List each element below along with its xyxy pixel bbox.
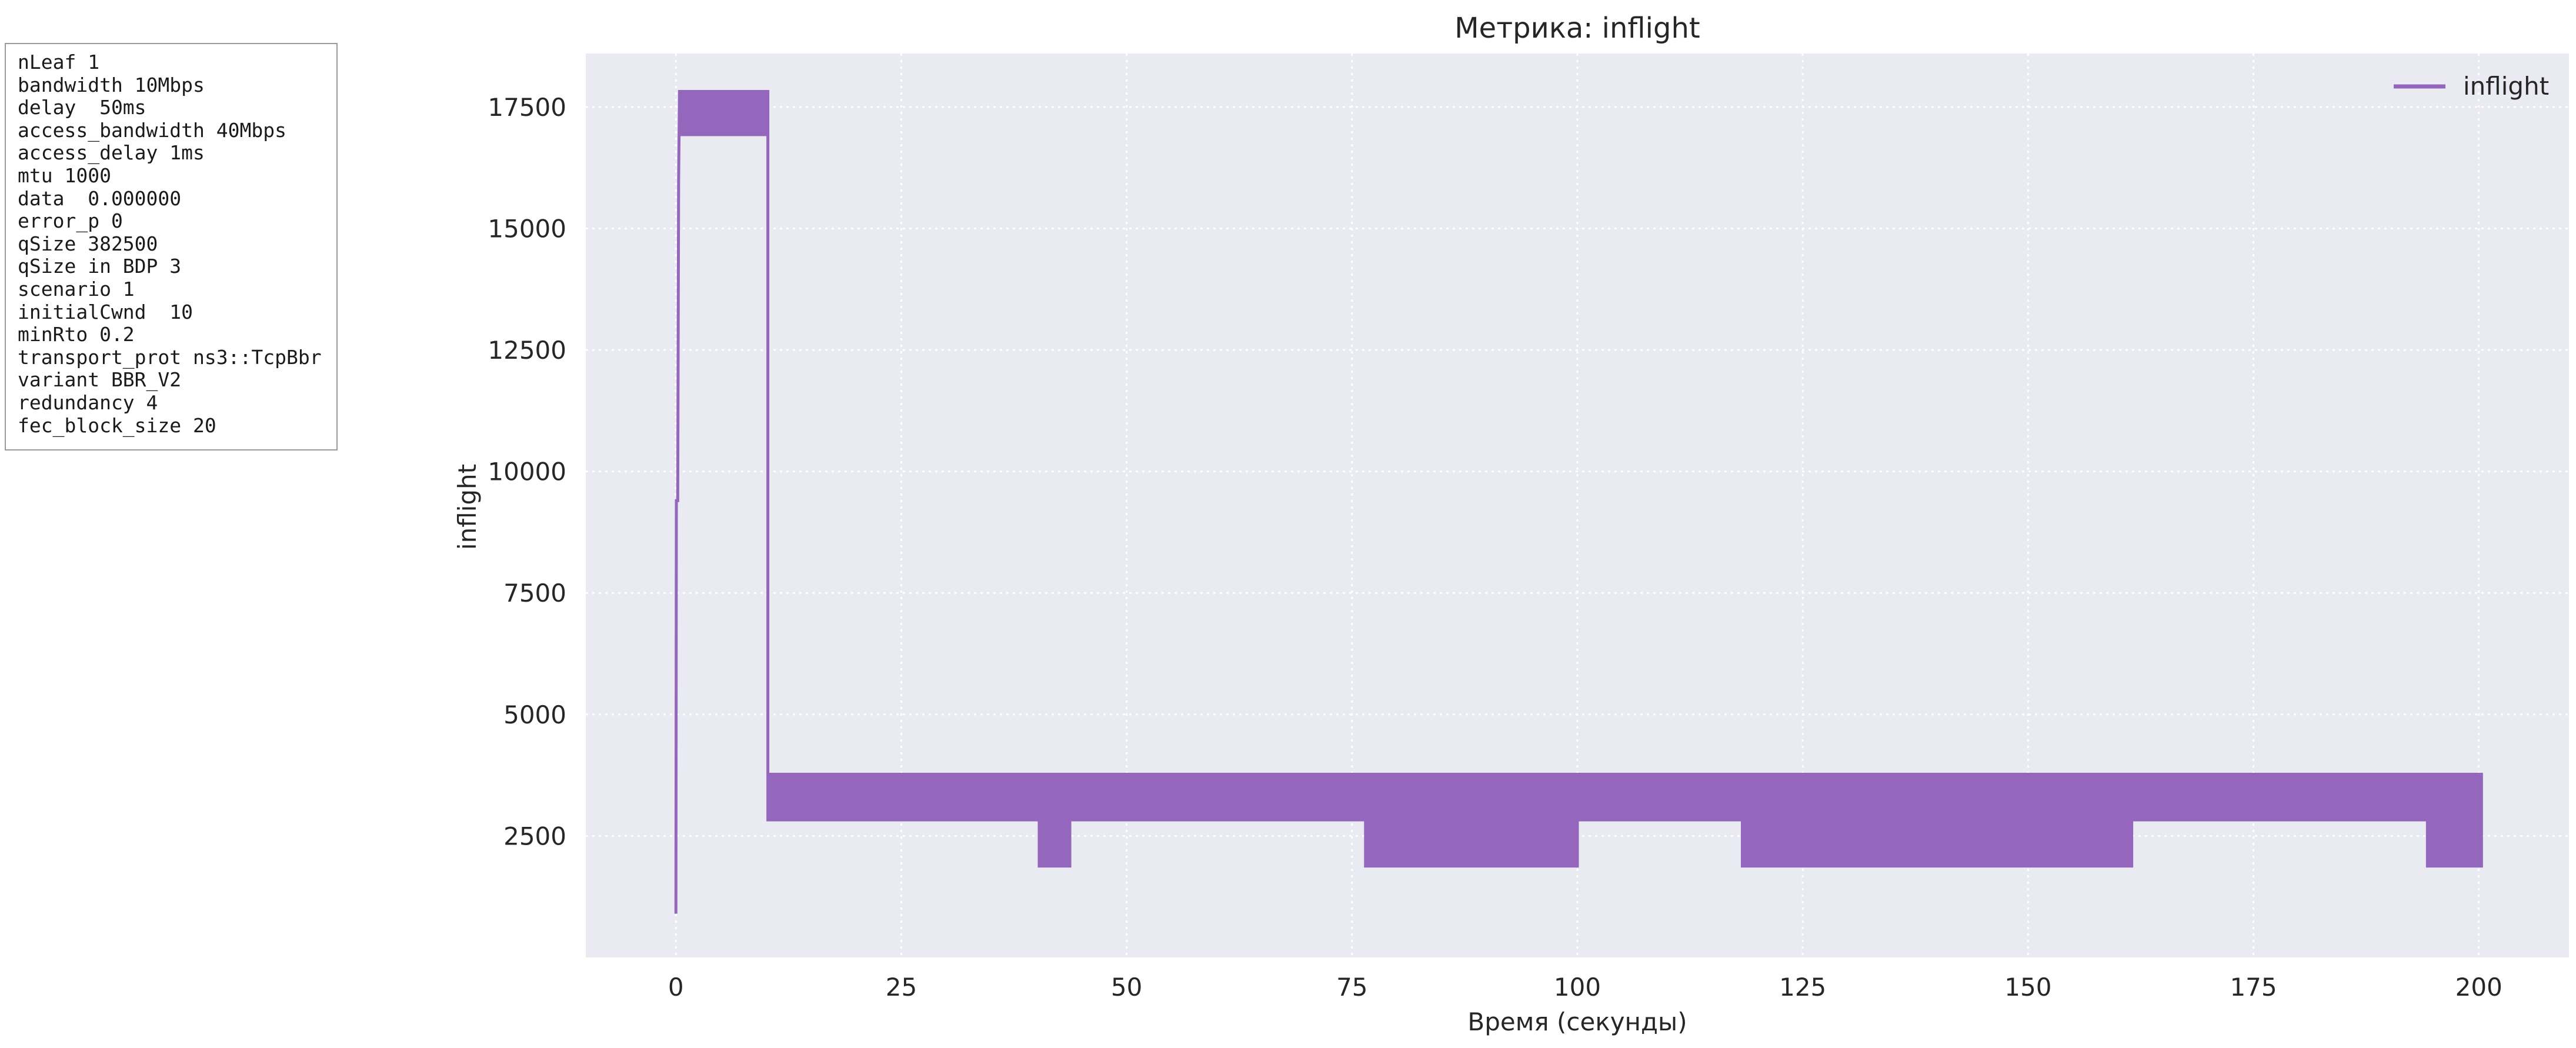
- param-line: fec_block_size 20: [18, 413, 216, 437]
- y-axis: 2500 5000 7500 10000 12500 15000 17500: [488, 93, 566, 851]
- x-tick-label: 150: [2004, 973, 2051, 1002]
- y-tick-label: 5000: [503, 700, 566, 729]
- param-line: mtu 1000: [18, 163, 111, 187]
- param-line: delay 50ms: [18, 96, 146, 119]
- param-line: qSize 382500: [18, 232, 158, 255]
- series-band: [2131, 772, 2428, 822]
- param-line: transport_prot ns3::TcpBbr: [18, 345, 322, 369]
- series-band: [1577, 772, 1743, 822]
- x-tick-label: 175: [2230, 973, 2277, 1002]
- x-axis-label: Время (секунды): [1467, 1007, 1687, 1036]
- x-tick-label: 0: [668, 973, 684, 1002]
- param-line: initialCwnd 10: [18, 300, 193, 323]
- series-inflight: [674, 89, 2483, 914]
- x-tick-label: 50: [1111, 973, 1142, 1002]
- param-line: access_bandwidth 40Mbps: [18, 118, 286, 142]
- chart-title: Метрика: inflight: [1454, 12, 1700, 45]
- param-line: bandwidth 10Mbps: [18, 73, 205, 96]
- x-tick-label: 100: [1554, 973, 1601, 1002]
- x-tick-label: 25: [886, 973, 917, 1002]
- y-axis-label: inflight: [453, 464, 482, 550]
- series-band: [2427, 772, 2482, 868]
- param-line: error_p 0: [18, 209, 123, 233]
- param-line: data 0.000000: [18, 186, 182, 210]
- param-line: qSize in BDP 3: [18, 255, 182, 278]
- series-band: [1070, 772, 1366, 822]
- series-band: [679, 89, 768, 136]
- y-tick-label: 17500: [488, 93, 566, 122]
- param-line: nLeaf 1: [18, 51, 100, 74]
- param-line: access_delay 1ms: [18, 141, 205, 165]
- param-line: scenario 1: [18, 277, 135, 301]
- x-tick-label: 75: [1336, 973, 1367, 1002]
- y-tick-label: 12500: [488, 336, 566, 365]
- series-band: [768, 772, 1039, 822]
- y-tick-label: 2500: [503, 822, 566, 850]
- series-band: [1039, 772, 1070, 868]
- x-tick-label: 125: [1779, 973, 1826, 1002]
- y-tick-label: 15000: [488, 214, 566, 243]
- legend: inflight: [2394, 72, 2549, 101]
- y-tick-label: 10000: [488, 458, 566, 486]
- parameters-box: nLeaf 1 bandwidth 10Mbps delay 50ms access_…: [5, 43, 338, 450]
- x-tick-label: 200: [2455, 973, 2502, 1002]
- y-tick-label: 7500: [503, 579, 566, 608]
- legend-label-inflight: inflight: [2463, 72, 2549, 101]
- param-line: variant BBR_V2: [18, 368, 182, 392]
- param-line: minRto 0.2: [18, 323, 135, 346]
- series-band: [1742, 772, 2132, 868]
- x-axis: 0 25 50 75 100 125 150 175 200: [668, 973, 2502, 1002]
- series-band: [1365, 772, 1577, 868]
- series-line: [674, 89, 681, 914]
- param-line: redundancy 4: [18, 391, 158, 414]
